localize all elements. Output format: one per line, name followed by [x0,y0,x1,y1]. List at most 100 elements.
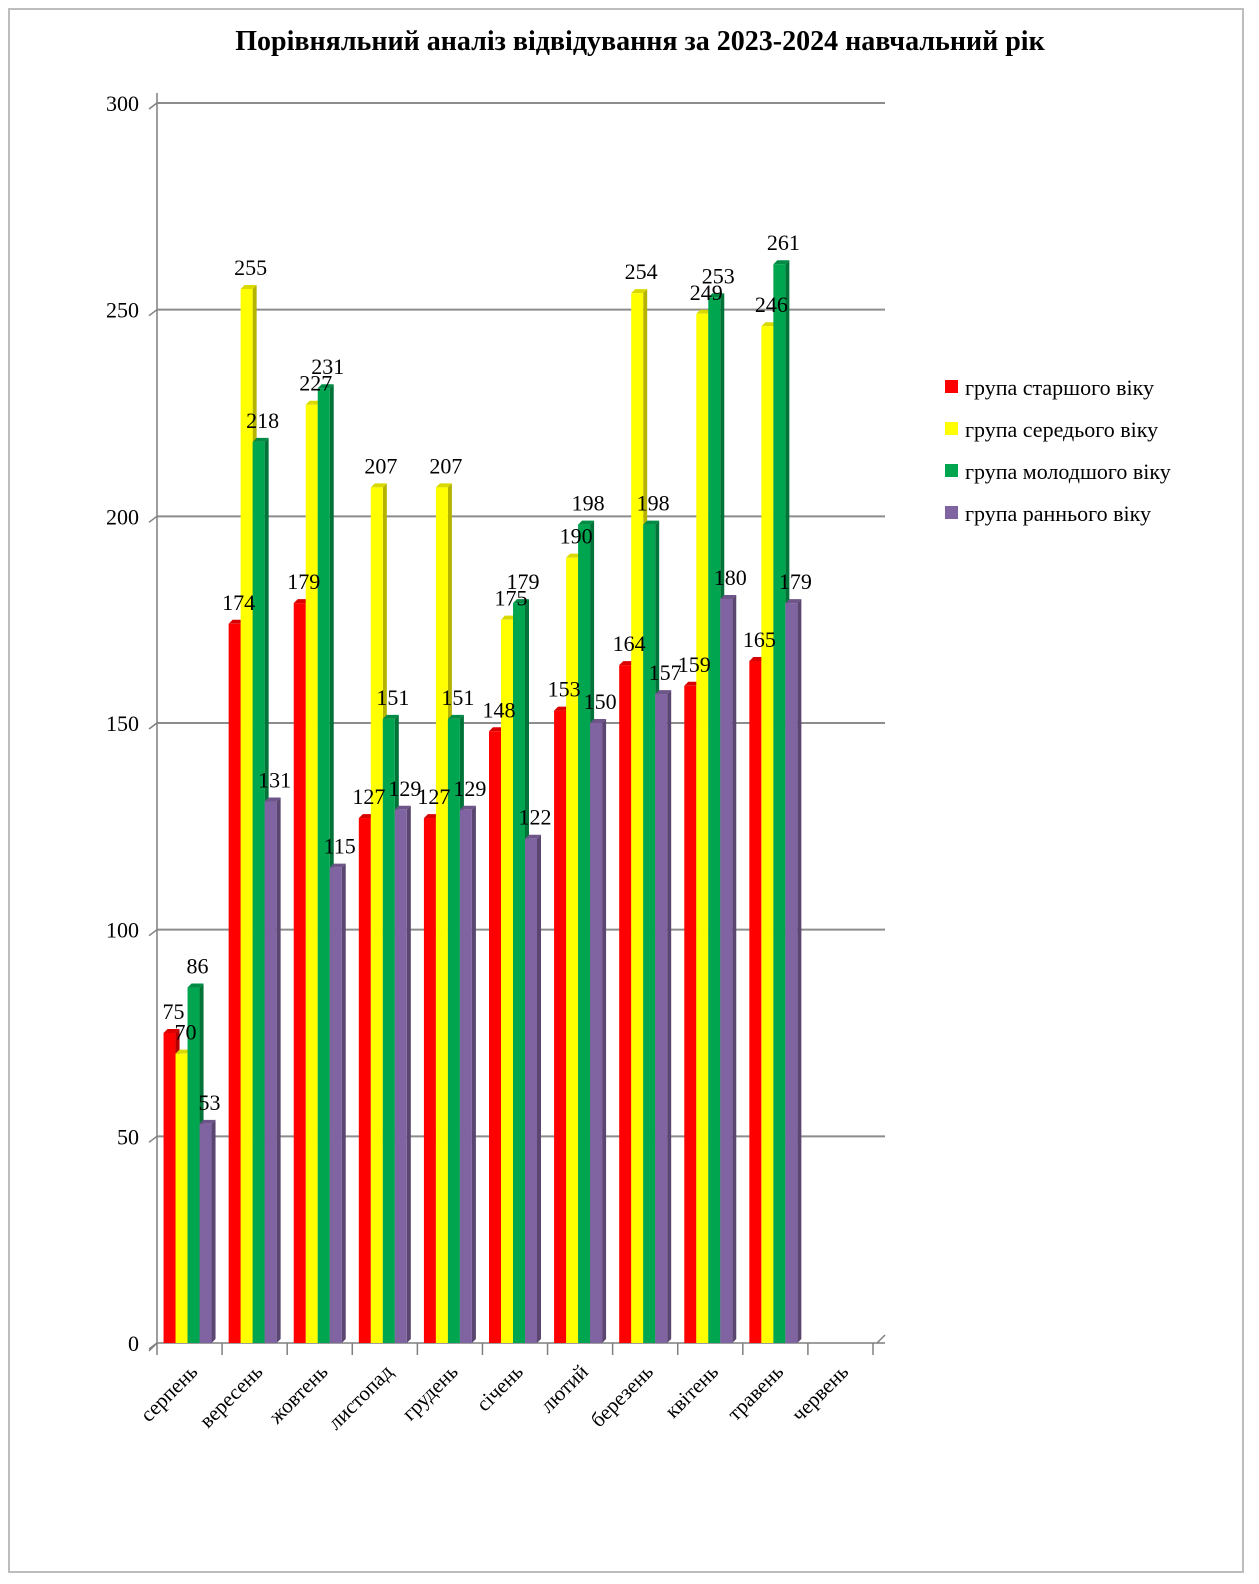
bar-front [696,313,709,1343]
bar-front [435,487,448,1343]
bar-side [797,599,802,1343]
bar-top [513,599,529,604]
bar-front [720,599,733,1343]
data-label: 180 [714,565,747,590]
x-category-label: листопад [323,1359,398,1434]
bar-top [394,805,411,810]
legend-label: група середього віку [965,417,1158,442]
bar-top [773,260,790,265]
bar-top [643,520,660,525]
data-label: 164 [613,631,646,656]
legend-item: група раннього віку [945,501,1151,526]
data-label: 122 [519,805,552,830]
bar-top [329,863,346,868]
bar-side [276,797,281,1343]
bar-front [175,1053,188,1343]
bar-top [187,983,204,988]
bar-front [252,441,265,1343]
bar-side [667,690,672,1343]
y-tick-label: 300 [106,91,139,116]
data-label: 151 [376,685,409,710]
bar-side [602,719,607,1343]
legend: група старшого віку група середього віку г… [945,375,1171,526]
bar-front [489,731,501,1343]
x-category-label: грудень [397,1360,463,1426]
x-category-label: березень [586,1360,658,1432]
bar-front [619,665,632,1343]
bar-top [199,1119,216,1124]
x-category-label: серпень [135,1360,202,1427]
data-label: 75 [163,999,185,1024]
bar-side [537,834,541,1343]
data-label: 198 [572,491,605,516]
data-label: 246 [755,292,788,317]
data-label: 148 [483,697,516,722]
data-label: 179 [287,569,320,594]
data-label: 174 [222,590,255,615]
bar-front [358,818,371,1343]
data-label: 179 [507,569,540,594]
y-tick-label: 50 [117,1124,139,1149]
bars [163,260,802,1344]
y-tick-label: 250 [106,298,139,323]
bar-top [163,1029,180,1033]
bar-front [785,603,798,1343]
bar-front [293,603,306,1343]
legend-label: група старшого віку [965,375,1154,400]
bar-front [264,801,277,1343]
y-tick-mark [148,722,158,730]
bar [329,863,346,1343]
bar [785,599,802,1343]
bar-top [240,285,257,289]
x-category-label: вересень [194,1360,267,1433]
bar-front [578,524,591,1343]
bar-front [749,661,762,1343]
bar-top [382,714,399,719]
bar-front [394,809,407,1343]
bar-top [708,293,725,298]
bar-side [471,805,476,1343]
bar-side [406,805,411,1343]
bar [590,719,607,1343]
data-label: 129 [388,776,421,801]
bar-front [447,718,460,1343]
bar-front [329,867,342,1343]
bar-front [590,723,603,1343]
bar-top [785,599,802,604]
data-label: 261 [767,230,800,255]
y-tick-label: 150 [106,711,139,736]
bar-side [211,1119,216,1343]
y-tick-mark [148,929,158,937]
bar-front [761,326,774,1343]
legend-swatch [945,464,958,477]
bar-front [305,404,318,1343]
data-label: 207 [429,453,462,478]
data-labels: 75 174 179 127 127 148 153 164 159 165 70 255 227 207… [163,230,812,1115]
x-category-label: лютий [535,1360,593,1418]
bar [394,805,411,1343]
bar [459,805,476,1343]
data-label: 165 [743,627,776,652]
data-label: 115 [324,834,356,859]
bar-top [459,805,476,810]
data-label: 253 [702,263,735,288]
legend-item: група середього віку [945,417,1158,442]
y-tick-mark [148,309,158,317]
y-tick-mark [148,102,158,110]
legend-swatch [945,506,958,519]
bar-front [643,524,656,1343]
data-label: 70 [175,1020,197,1045]
legend-label: група молодшого віку [965,459,1171,484]
legend-swatch [945,380,958,393]
bar-front [684,685,697,1343]
data-label: 153 [548,677,581,702]
legend-item: група старшого віку [945,375,1154,400]
y-tick-mark [148,1342,158,1350]
bar-front [501,619,513,1343]
data-label: 249 [690,280,723,305]
data-label: 218 [246,408,279,433]
bar-top [578,520,595,525]
bar-front [459,809,472,1343]
data-label: 151 [441,685,474,710]
